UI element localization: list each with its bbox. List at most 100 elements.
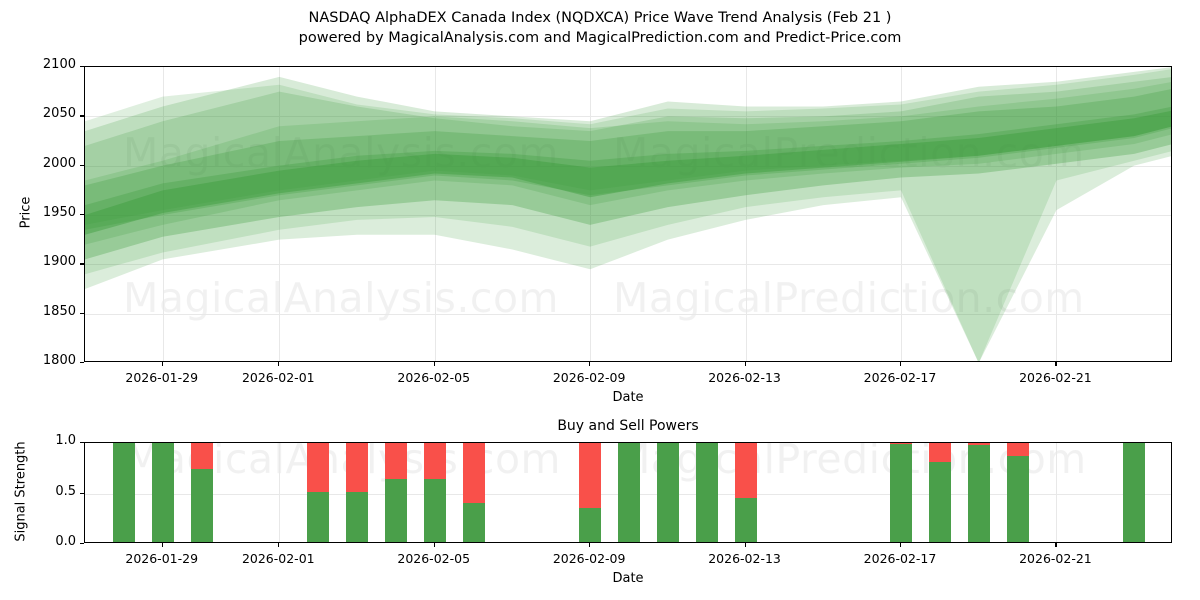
- gridline-vertical: [745, 67, 747, 361]
- gridline-horizontal: [85, 264, 1171, 266]
- signal-bar-sell-segment: [190, 443, 213, 470]
- price-chart-clip: MagicalAnalysis.com MagicalPrediction.com…: [85, 67, 1171, 361]
- price-y-tick-label: 1800: [42, 353, 76, 368]
- figure-title: NASDAQ AlphaDEX Canada Index (NQDXCA) Pr…: [0, 8, 1200, 48]
- gridline-horizontal: [85, 165, 1171, 167]
- price-y-tick-mark: [80, 115, 84, 117]
- price-x-tick-mark: [161, 362, 163, 366]
- signal-x-axis-label: Date: [612, 571, 644, 586]
- price-x-tick-mark: [278, 362, 280, 366]
- signal-bar: [579, 443, 602, 542]
- signal-x-tick-label: 2026-02-21: [1019, 551, 1092, 566]
- signal-bar-buy-segment: [695, 443, 718, 542]
- signal-x-tick-label: 2026-02-01: [241, 551, 315, 566]
- price-wave-band: [85, 67, 1171, 225]
- signal-bar-sell-segment: [890, 443, 912, 445]
- signal-bar: [695, 443, 718, 542]
- price-x-tick-label: 2026-02-21: [1019, 370, 1092, 385]
- signal-bar: [734, 443, 757, 542]
- signal-bar-buy-segment: [151, 443, 174, 542]
- price-x-tick-mark: [744, 362, 746, 366]
- signal-bar: [423, 443, 446, 542]
- price-y-tick-label: 1950: [42, 205, 76, 220]
- signal-x-tick-mark: [161, 543, 163, 547]
- signal-bar-sell-segment: [346, 443, 368, 492]
- signal-x-tick-mark: [1055, 543, 1057, 547]
- signal-bar: [890, 443, 912, 542]
- price-x-axis-label: Date: [612, 390, 644, 405]
- figure-title-line2: powered by MagicalAnalysis.com and Magic…: [298, 30, 902, 46]
- signal-bar-buy-segment: [579, 507, 602, 542]
- signal-y-tick-label: 0.5: [55, 483, 76, 499]
- price-y-tick-mark: [80, 214, 84, 216]
- signal-y-axis-label: Signal Strength: [13, 440, 29, 542]
- price-y-tick-label: 2050: [42, 106, 76, 122]
- price-y-tick-label: 1850: [42, 303, 76, 319]
- price-x-tick-mark: [1055, 362, 1057, 366]
- signal-bar-sell-segment: [307, 443, 330, 492]
- price-x-tick-label: 2026-01-29: [125, 370, 199, 385]
- price-wave-band: [85, 106, 1171, 260]
- signal-bar-sell-segment: [579, 443, 602, 508]
- signal-y-tick-mark: [80, 543, 84, 545]
- gridline-vertical: [1056, 443, 1058, 542]
- price-chart-plot-area: MagicalAnalysis.com MagicalPrediction.com…: [84, 66, 1172, 362]
- price-y-tick-mark: [80, 263, 84, 265]
- signal-bar: [462, 443, 485, 542]
- signal-bar: [1123, 443, 1146, 542]
- price-y-axis-label: Price: [18, 196, 34, 229]
- signal-x-tick-mark: [589, 543, 591, 547]
- price-y-tick-label: 2100: [42, 57, 76, 72]
- signal-bar-buy-segment: [967, 445, 990, 542]
- signal-bar-sell-segment: [967, 443, 990, 446]
- price-y-tick-mark: [80, 312, 84, 314]
- signal-bar: [346, 443, 368, 542]
- signal-bar: [618, 443, 640, 542]
- signal-chart-clip: MagicalAnalysis.com MagicalPrediction.com: [85, 443, 1171, 542]
- signal-bar-buy-segment: [384, 479, 407, 542]
- figure-title-line1: NASDAQ AlphaDEX Canada Index (NQDXCA) Pr…: [308, 10, 892, 26]
- signal-y-tick-mark: [80, 442, 84, 444]
- signal-bar-buy-segment: [423, 479, 446, 542]
- signal-bar-buy-segment: [1123, 443, 1146, 542]
- price-x-tick-mark: [900, 362, 902, 366]
- gridline-horizontal: [85, 313, 1171, 315]
- signal-bar-buy-segment: [112, 443, 135, 542]
- signal-chart-title: Buy and Sell Powers: [557, 418, 699, 434]
- signal-bar-buy-segment: [734, 497, 757, 542]
- price-x-tick-mark: [433, 362, 435, 366]
- gridline-vertical: [901, 67, 902, 361]
- gridline-vertical: [279, 67, 281, 361]
- gridline-vertical: [1056, 67, 1058, 361]
- gridline-vertical: [590, 67, 592, 361]
- signal-x-tick-mark: [433, 543, 435, 547]
- price-wave-bands: [85, 67, 1171, 361]
- gridline-horizontal: [85, 215, 1171, 216]
- signal-bar: [384, 443, 407, 542]
- signal-x-tick-label: 2026-02-05: [397, 551, 471, 566]
- signal-bar-buy-segment: [190, 469, 213, 542]
- signal-chart-plot-area: MagicalAnalysis.com MagicalPrediction.com: [84, 442, 1172, 543]
- signal-bar-buy-segment: [656, 443, 679, 542]
- signal-bar-buy-segment: [618, 443, 640, 542]
- signal-bar: [656, 443, 679, 542]
- signal-bar-sell-segment: [734, 443, 757, 498]
- price-y-tick-mark: [80, 362, 84, 364]
- signal-bar-buy-segment: [346, 491, 368, 542]
- signal-x-tick-mark: [278, 543, 280, 547]
- signal-bar: [967, 443, 990, 542]
- gridline-horizontal: [85, 116, 1171, 118]
- signal-bar-buy-segment: [462, 502, 485, 542]
- signal-x-tick-mark: [744, 543, 746, 547]
- price-wave-band: [85, 69, 1171, 361]
- gridline-vertical: [434, 67, 436, 361]
- signal-bar-sell-segment: [1006, 443, 1029, 457]
- price-x-tick-label: 2026-02-17: [863, 370, 937, 385]
- signal-bar: [307, 443, 330, 542]
- price-y-tick-mark: [80, 164, 84, 166]
- price-wave-band: [85, 82, 1171, 361]
- price-y-tick-label: 2000: [42, 155, 76, 171]
- signal-bar: [190, 443, 213, 542]
- signal-x-tick-label: 2026-02-09: [552, 551, 626, 566]
